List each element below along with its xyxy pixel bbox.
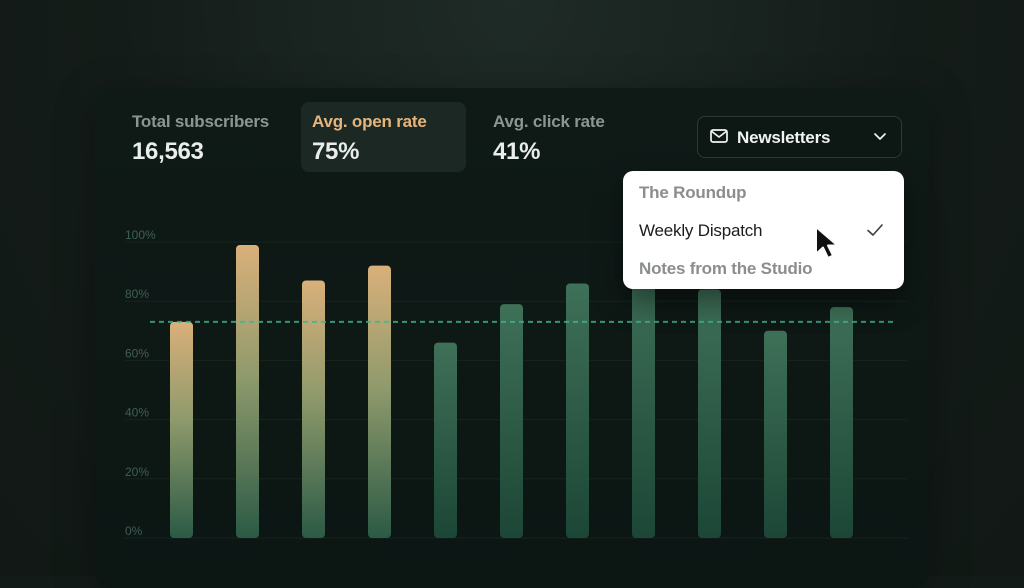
- stat-value: 75%: [312, 138, 360, 165]
- stat-label: Avg. click rate: [493, 112, 605, 131]
- stat-avg-open-rate[interactable]: Avg. open rate 75%: [301, 102, 466, 172]
- stat-total-subscribers[interactable]: Total subscribers 16,563: [132, 102, 292, 172]
- check-icon: [867, 224, 883, 236]
- y-tick-label: 20%: [125, 465, 149, 479]
- menu-item-notes-from-the-studio[interactable]: Notes from the Studio: [639, 259, 813, 278]
- stat-value: 16,563: [132, 138, 204, 165]
- analytics-panel: Total subscribers 16,563 Avg. open rate …: [95, 88, 929, 588]
- menu-item-the-roundup[interactable]: The Roundup: [639, 183, 747, 202]
- bar[interactable]: [170, 321, 193, 538]
- y-tick-label: 100%: [125, 228, 156, 242]
- bar[interactable]: [500, 304, 523, 538]
- bar[interactable]: [764, 330, 787, 538]
- bar[interactable]: [830, 307, 853, 538]
- stat-label: Avg. open rate: [312, 112, 427, 131]
- bar[interactable]: [566, 283, 589, 538]
- mail-icon: [710, 129, 728, 143]
- y-tick-label: 40%: [125, 406, 149, 420]
- y-tick-label: 0%: [125, 524, 143, 538]
- menu-item-weekly-dispatch[interactable]: Weekly Dispatch: [639, 221, 763, 240]
- y-tick-label: 80%: [125, 287, 149, 301]
- stat-value: 41%: [493, 138, 541, 165]
- newsletters-dropdown-button[interactable]: Newsletters: [697, 116, 902, 158]
- bar[interactable]: [698, 289, 721, 538]
- newsletters-dropdown-menu: The Roundup Weekly Dispatch Notes from t…: [623, 171, 904, 289]
- open-rate-bar-chart: 0% 20% 40% 60% 80% 100%: [125, 228, 907, 539]
- stat-avg-click-rate[interactable]: Avg. click rate 41%: [493, 102, 653, 172]
- bar[interactable]: [368, 265, 391, 538]
- bar[interactable]: [434, 342, 457, 538]
- dropdown-label: Newsletters: [737, 128, 831, 147]
- chevron-down-icon: [874, 133, 886, 140]
- bar[interactable]: [632, 268, 655, 538]
- bar[interactable]: [302, 280, 325, 538]
- mouse-cursor-icon: [815, 226, 839, 259]
- y-tick-label: 60%: [125, 346, 149, 360]
- bar[interactable]: [236, 244, 259, 538]
- stat-label: Total subscribers: [132, 112, 270, 131]
